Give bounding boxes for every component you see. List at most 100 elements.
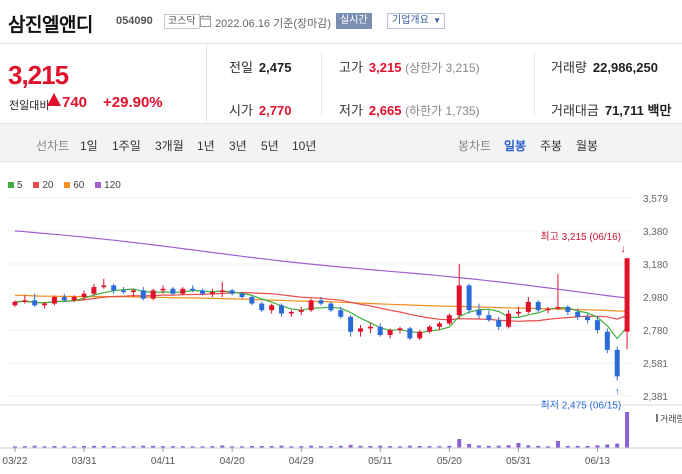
candle-body [318, 300, 324, 304]
candle-body [259, 303, 265, 311]
legend-ma5: 5 [8, 180, 23, 191]
volume-bar [358, 445, 363, 448]
candle-body [565, 306, 571, 312]
candle-body [594, 320, 600, 331]
period-3m[interactable]: 3개월 [155, 139, 184, 153]
candle-body [32, 300, 38, 306]
volume-bar [131, 446, 136, 448]
ma-line [14, 288, 628, 340]
ma-legend: 5 20 60 120 [8, 180, 129, 191]
chevron-down-icon: ▼ [433, 16, 441, 25]
volume-marker [656, 414, 658, 422]
candle-body [200, 290, 206, 294]
volume-bar [269, 446, 274, 448]
price-chart: 5 20 60 120 3,579 3,380 3,180 2,980 2,780 2,5… [0, 162, 682, 474]
volume-bar [615, 443, 620, 448]
candle-body [130, 290, 136, 293]
candle-body [387, 330, 393, 336]
candle-body [190, 288, 196, 291]
volume-bar [437, 446, 442, 448]
x-tick-label: 04/29 [289, 456, 314, 467]
x-tick-label: 06/13 [585, 456, 610, 467]
volume-bar [240, 446, 245, 448]
volume-bar [151, 445, 156, 448]
company-overview-dropdown[interactable]: 기업개요 ▼ [387, 13, 445, 29]
volume-bar [467, 444, 472, 448]
volume-bar [427, 446, 432, 448]
volume-bar [457, 439, 462, 448]
tab-monthly[interactable]: 월봉 [576, 139, 599, 153]
period-1d[interactable]: 1일 [80, 139, 98, 153]
candle-body [604, 331, 610, 350]
period-5y[interactable]: 5년 [261, 139, 279, 153]
candle-body [575, 311, 581, 317]
candle-body [436, 323, 442, 327]
realtime-button[interactable]: 실시간 [336, 13, 372, 29]
x-tick-label: 04/11 [151, 456, 176, 467]
volume-bar [516, 443, 521, 448]
candle-body [121, 290, 127, 293]
current-price-panel: 3,215 전일대비 740 +29.90% [0, 44, 207, 124]
candle-body [42, 303, 48, 306]
y-tick-label: 2,780 [643, 326, 668, 337]
period-1y[interactable]: 1년 [197, 139, 215, 153]
period-10y[interactable]: 10년 [292, 139, 317, 153]
volume-bar [595, 445, 600, 448]
candle-body [22, 300, 28, 302]
candle-body [585, 316, 591, 321]
candle-body [624, 258, 630, 332]
price-change: 740 [62, 94, 88, 111]
candle-body [209, 292, 215, 294]
volume-bar [299, 446, 304, 448]
volume-bar [200, 446, 205, 448]
candle-body [367, 326, 373, 329]
y-tick-label: 3,180 [643, 260, 668, 271]
candle-body [476, 310, 482, 316]
x-tick-label: 03/31 [72, 456, 97, 467]
quote-stats: 전일 2,475 고가 3,215 (상한가 3,215) 거래량 22,986,25… [207, 44, 682, 124]
candle-body [308, 300, 314, 311]
volume-bar [62, 446, 67, 448]
candle-body [249, 297, 255, 304]
volume-bar [111, 446, 116, 448]
candle-body [160, 288, 166, 291]
market-badge: 코스닥 [164, 14, 200, 29]
current-price: 3,215 [8, 60, 69, 90]
candle-body [12, 301, 18, 306]
candle-body [466, 285, 472, 311]
volume-bar [22, 446, 27, 448]
candle-body [427, 326, 433, 332]
y-tick-label: 3,579 [643, 194, 668, 205]
volume-bar [190, 446, 195, 448]
candle-body [545, 308, 551, 311]
period-3y[interactable]: 3년 [229, 139, 247, 153]
tab-daily[interactable]: 일봉 [504, 139, 527, 153]
volume-bar [210, 446, 215, 448]
volume-bar [32, 445, 37, 448]
candle-body [170, 288, 176, 294]
period-1w[interactable]: 1주일 [112, 139, 141, 153]
high-arrow-icon: ↓ [621, 244, 626, 255]
volume-bar [91, 445, 96, 448]
chart-toolbar: 선차트 1일 1주일 3개월 1년 3년 5년 10년 봉차트 일봉 주봉 월봉 [0, 124, 682, 162]
stock-header: 삼진엘앤디 054090 코스닥 2022.06.16 기준(장마감) 실시간 … [0, 0, 682, 44]
candle-body [535, 301, 541, 311]
company-overview-label: 기업개요 [392, 15, 429, 26]
volume-bar [388, 446, 393, 448]
candle-body [288, 311, 294, 314]
volume-bar [230, 446, 235, 448]
volume-bar [72, 446, 77, 448]
volume-bar [368, 446, 373, 448]
y-tick-label: 2,381 [643, 392, 668, 403]
line-chart-label: 선차트 [36, 139, 70, 153]
tab-weekly[interactable]: 주봉 [540, 139, 563, 153]
low-label: 최저 2,475 (06/15) [541, 399, 622, 411]
calendar-icon [200, 15, 211, 27]
candle-body [486, 315, 492, 321]
candle-chart-label: 봉차트 [458, 139, 492, 153]
y-tick-label: 3,380 [643, 227, 668, 238]
candle-body [446, 315, 452, 324]
candle-body [229, 290, 235, 294]
volume-bar [279, 445, 284, 448]
change-rate: +29.90% [103, 94, 163, 111]
